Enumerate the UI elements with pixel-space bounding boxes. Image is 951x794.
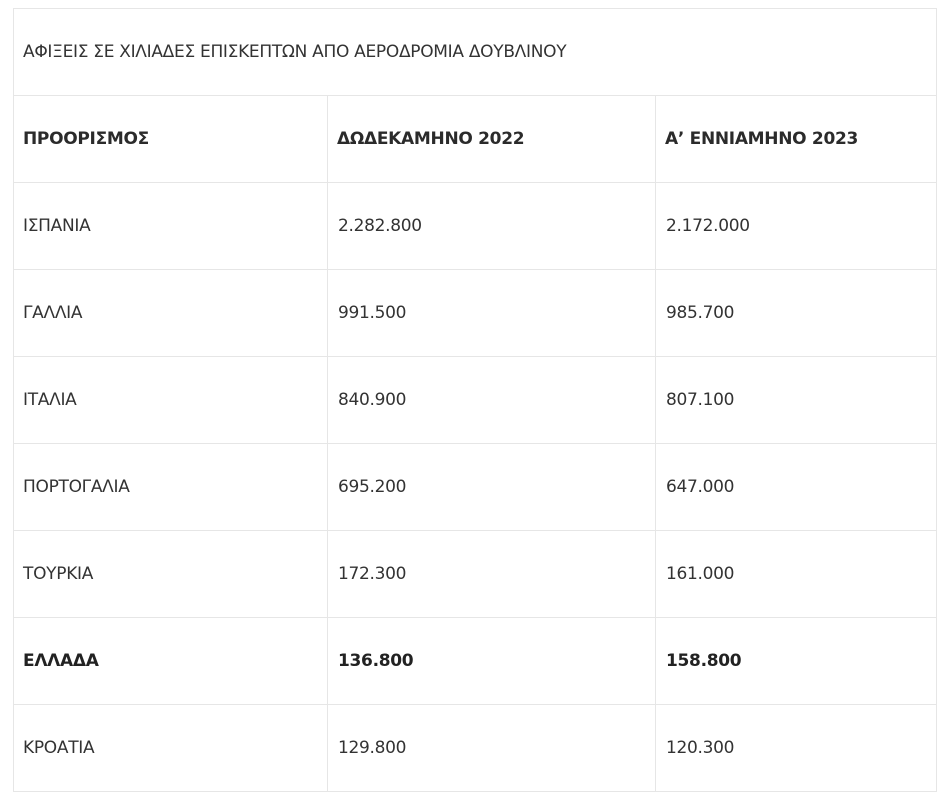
table-row: ΙΤΑΛΙΑ 840.900 807.100 bbox=[13, 356, 937, 444]
table-title: ΑΦΙΞΕΙΣ ΣΕ ΧΙΛΙΑΔΕΣ ΕΠΙΣΚΕΠΤΩΝ ΑΠΟ ΑΕΡΟΔ… bbox=[13, 8, 937, 96]
country-cell: ΙΤΑΛΙΑ bbox=[13, 356, 328, 444]
country-cell: ΙΣΠΑΝΙΑ bbox=[13, 182, 328, 270]
column-header: Α’ ΕΝΝΙΑΜΗΝΟ 2023 bbox=[655, 95, 937, 183]
value-cell: 2.172.000 bbox=[655, 182, 937, 270]
table-row: ΓΑΛΛΙΑ 991.500 985.700 bbox=[13, 269, 937, 357]
column-header: ΠΡΟΟΡΙΣΜΟΣ bbox=[13, 95, 328, 183]
value-cell: 161.000 bbox=[655, 530, 937, 618]
country-cell: ΓΑΛΛΙΑ bbox=[13, 269, 328, 357]
table-row: ΕΛΛΑΔΑ 136.800 158.800 bbox=[13, 617, 937, 705]
value-cell: 985.700 bbox=[655, 269, 937, 357]
value-cell: 840.900 bbox=[327, 356, 656, 444]
table: ΑΦΙΞΕΙΣ ΣΕ ΧΙΛΙΑΔΕΣ ΕΠΙΣΚΕΠΤΩΝ ΑΠΟ ΑΕΡΟΔ… bbox=[13, 8, 937, 792]
value-cell: 2.282.800 bbox=[327, 182, 656, 270]
table-row: ΠΟΡΤΟΓΑΛΙΑ 695.200 647.000 bbox=[13, 443, 937, 531]
value-cell: 991.500 bbox=[327, 269, 656, 357]
value-cell: 158.800 bbox=[655, 617, 937, 705]
header-row: ΠΡΟΟΡΙΣΜΟΣ ΔΩΔΕΚΑΜΗΝΟ 2022 Α’ ΕΝΝΙΑΜΗΝΟ 20… bbox=[13, 95, 937, 183]
value-cell: 136.800 bbox=[327, 617, 656, 705]
table-row: ΤΟΥΡΚΙΑ 172.300 161.000 bbox=[13, 530, 937, 618]
value-cell: 120.300 bbox=[655, 704, 937, 792]
country-cell: ΠΟΡΤΟΓΑΛΙΑ bbox=[13, 443, 328, 531]
table-row: ΚΡΟΑΤΙΑ 129.800 120.300 bbox=[13, 704, 937, 792]
country-cell: ΕΛΛΑΔΑ bbox=[13, 617, 328, 705]
country-cell: ΤΟΥΡΚΙΑ bbox=[13, 530, 328, 618]
value-cell: 172.300 bbox=[327, 530, 656, 618]
table-container: ΑΦΙΞΕΙΣ ΣΕ ΧΙΛΙΑΔΕΣ ΕΠΙΣΚΕΠΤΩΝ ΑΠΟ ΑΕΡΟΔ… bbox=[13, 8, 937, 792]
table-body: ΙΣΠΑΝΙΑ 2.282.800 2.172.000 ΓΑΛΛΙΑ 991.500 98… bbox=[13, 182, 937, 792]
value-cell: 695.200 bbox=[327, 443, 656, 531]
column-header: ΔΩΔΕΚΑΜΗΝΟ 2022 bbox=[327, 95, 656, 183]
value-cell: 129.800 bbox=[327, 704, 656, 792]
title-row: ΑΦΙΞΕΙΣ ΣΕ ΧΙΛΙΑΔΕΣ ΕΠΙΣΚΕΠΤΩΝ ΑΠΟ ΑΕΡΟΔ… bbox=[13, 8, 937, 96]
country-cell: ΚΡΟΑΤΙΑ bbox=[13, 704, 328, 792]
value-cell: 807.100 bbox=[655, 356, 937, 444]
table-row: ΙΣΠΑΝΙΑ 2.282.800 2.172.000 bbox=[13, 182, 937, 270]
value-cell: 647.000 bbox=[655, 443, 937, 531]
